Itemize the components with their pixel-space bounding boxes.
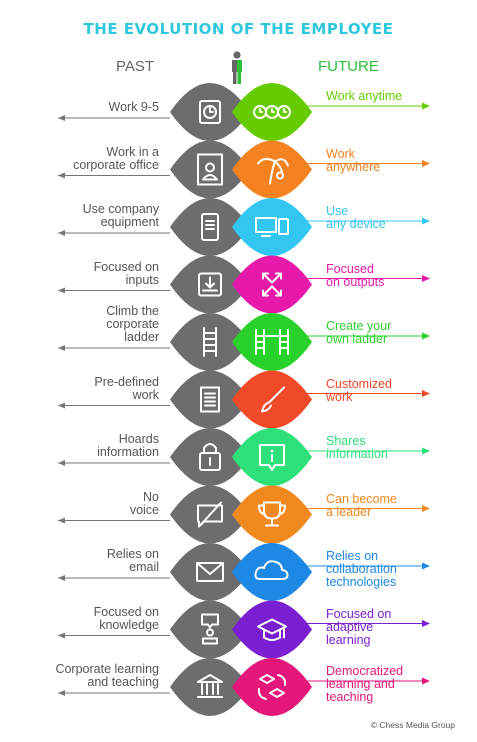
stage-6 <box>58 370 430 429</box>
future-arrow <box>302 505 430 512</box>
future-arrow <box>302 102 430 110</box>
stage-10 <box>58 600 430 659</box>
past-petal <box>170 313 250 371</box>
ladders-icon <box>255 329 289 355</box>
clock-icon <box>199 100 221 124</box>
stage-8 <box>58 485 430 544</box>
future-heading: FUTURE <box>318 58 379 75</box>
past-arrow <box>58 345 170 351</box>
palm-tree-icon <box>257 157 289 185</box>
stage-1 <box>58 83 430 141</box>
cloud-icon <box>254 560 289 580</box>
future-label: Shares information <box>326 434 388 461</box>
stage-5 <box>58 313 430 371</box>
ladder-icon <box>203 327 217 357</box>
future-label: Work anytime <box>326 89 403 103</box>
future-arrow <box>302 390 430 397</box>
stage-9 <box>58 543 430 601</box>
future-arrow <box>302 160 430 167</box>
past-arrow <box>58 632 170 639</box>
past-label: Climb the corporate ladder <box>106 304 159 344</box>
future-label: Work anywhere <box>326 146 381 174</box>
future-arrow <box>302 332 430 340</box>
future-petal <box>232 255 312 314</box>
future-petal <box>232 543 312 601</box>
future-label: Create your own ladder <box>326 319 392 346</box>
paintbrush-icon <box>261 386 285 413</box>
past-arrow <box>58 517 170 524</box>
future-arrow <box>302 447 430 455</box>
server-icon <box>201 213 219 241</box>
past-label: Corporate learning and teaching <box>55 662 159 689</box>
future-petal <box>232 600 312 659</box>
page-title: THE EVOLUTION OF THE EMPLOYEE <box>83 20 394 38</box>
future-arrow <box>302 217 430 225</box>
past-petal <box>170 658 250 716</box>
future-label: Can become a leader <box>326 491 397 519</box>
document-icon <box>200 386 220 413</box>
future-label: Focused on outputs <box>326 261 385 289</box>
lock-icon <box>199 443 221 471</box>
inbox-icon <box>198 272 222 297</box>
past-heading: PAST <box>116 58 155 75</box>
future-label: Democratized learning and teaching <box>326 664 404 704</box>
future-arrow <box>302 275 430 282</box>
stage-2 <box>58 140 430 199</box>
envelope-icon <box>196 562 224 582</box>
past-label: Work 9-5 <box>108 100 159 114</box>
past-label: Work in a corporate office <box>73 144 159 172</box>
past-arrow <box>58 575 170 581</box>
past-arrow <box>58 230 170 236</box>
future-arrow <box>302 620 430 627</box>
stage-7 <box>58 428 430 486</box>
past-label: Focused on knowledge <box>93 604 159 632</box>
trophy-icon <box>258 501 286 527</box>
past-petal <box>170 370 250 429</box>
future-petal <box>232 313 312 371</box>
past-petal <box>170 543 250 601</box>
future-arrow <box>302 677 430 685</box>
stage-3 <box>58 198 430 256</box>
future-petal <box>232 658 312 716</box>
past-label: Relies on email <box>106 547 159 574</box>
institution-icon <box>197 674 223 698</box>
past-label: Pre-defined work <box>94 374 159 402</box>
credit: © Chess Media Group <box>370 720 455 730</box>
past-arrow <box>58 172 170 179</box>
muted-chat-icon <box>197 501 223 528</box>
future-petal <box>232 485 312 544</box>
past-label: Use company equipment <box>82 202 159 229</box>
past-arrow <box>58 690 170 696</box>
outward-arrows-icon <box>262 272 282 297</box>
stage-4 <box>58 255 430 314</box>
past-label: Hoards information <box>97 432 159 459</box>
past-arrow <box>58 287 170 294</box>
info-bubble-icon <box>259 444 285 471</box>
clocks-icon <box>253 105 291 119</box>
graduation-cap-icon <box>257 618 287 641</box>
past-label: No voice <box>129 489 159 517</box>
future-label: Relies on collaboration technologies <box>326 549 397 589</box>
future-arrow <box>302 562 430 570</box>
stage-11 <box>58 658 430 716</box>
office-icon <box>197 153 223 186</box>
past-arrow <box>58 460 170 466</box>
future-label: Use any device <box>326 204 386 231</box>
devices-icon <box>255 217 289 237</box>
past-petal <box>170 140 250 199</box>
question-person-icon <box>201 613 219 645</box>
person-icon <box>232 51 242 84</box>
shared-caps-icon <box>257 674 287 700</box>
past-petal <box>170 198 250 256</box>
past-arrow <box>58 115 170 121</box>
future-label: Customized work <box>326 376 392 404</box>
future-label: Focused on adaptive learning <box>326 606 392 647</box>
future-petal <box>232 198 312 256</box>
past-label: Focused on inputs <box>93 259 159 287</box>
past-arrow <box>58 402 170 409</box>
